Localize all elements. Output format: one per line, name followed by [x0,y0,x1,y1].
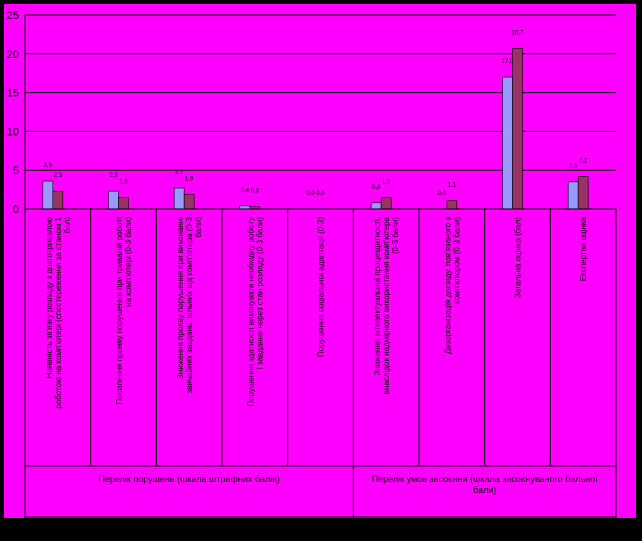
category-label: комп'ютером (0-3 бали) [452,217,461,304]
bar-series-1 [173,187,185,210]
bar-series-2 [118,197,129,210]
category-label-group: Порушення здатності виконувати необхідну… [246,217,264,407]
bar-series-2 [446,200,458,210]
category-label-group: Наявність зв'язку розладу з довготривало… [45,216,72,408]
data-label: 3,5 [569,164,578,170]
data-label: 17,0 [502,59,514,65]
category-label: Порушення соціальної адаптації (0-3) [317,217,326,357]
data-label: 2,3 [54,173,63,179]
data-label: 20,7 [512,30,524,36]
data-label: 0,0 [438,191,447,197]
category-label: Посилення прояву порушення при тривалій … [115,217,124,405]
plot-area [4,4,636,518]
data-label: 1,5 [382,179,391,185]
y-tick-label: 15 [7,88,19,100]
bar-series-1 [370,202,382,210]
data-label: 3,6 [44,163,53,169]
category-label-group: Зниження інтелектуальної працездатності,… [373,216,400,394]
data-label: 0,3 [251,189,260,195]
data-label: 0,8 [372,185,381,191]
category-label: Експертна оцінка [579,216,588,281]
data-label: 2,3 [109,173,118,179]
category-label: роботою на комп'ютері (спостереження за … [54,216,63,408]
data-label: 0,0 [306,191,315,197]
group-label: Перелік порушень (шкала штрафних балів) [98,474,279,484]
bar-series-2 [183,193,195,210]
category-label-group: Дезорганізація досвіду, пов'язаного з ком… [443,217,461,354]
category-label: і завдання через стан розладу (0-3 бали) [255,217,264,370]
category-label: внаслідок надмірного використання комп'ю… [382,216,391,394]
y-tick-label: 5 [13,165,19,177]
bar-series-2 [512,48,523,210]
category-label: Загальна оцінка (бал) [514,217,523,298]
y-tick-label: 0 [13,204,19,216]
category-label: на комп'ютері (0-3 бали) [124,217,133,307]
category-label-group: Загальна оцінка (бал) [514,217,523,298]
data-label: 1,1 [448,182,457,188]
bar-series-1 [502,76,513,210]
y-tick-label: 25 [7,10,19,22]
data-label: 1,9 [185,176,194,182]
group-label: бали) [473,485,496,495]
bar-series-2 [577,176,589,210]
bar-series-2 [52,190,64,210]
category-label: бал) [63,217,72,234]
category-label: Зниження інтелектуальної працездатності, [373,217,382,375]
y-tick-label: 20 [7,49,19,61]
data-label: 0,0 [316,191,325,197]
bar-series-1 [108,190,119,210]
bar-series-2 [380,197,392,210]
group-label: Перелік умов засоєння (шкала засоєнувано… [372,474,598,484]
category-label: Наявність зв'язку розладу з довготривало… [45,217,54,378]
category-label-group: Зниження прояву порушення при виконанні з… [176,216,203,393]
category-label: Зниження прояву порушення при виконанні [176,217,185,379]
category-label-group: Порушення соціальної адаптації (0-3) [317,217,326,357]
data-label: 0,4 [241,188,250,194]
data-label: 2,7 [175,170,184,176]
category-label: Дезорганізація досвіду, пов'язаного з [443,217,452,354]
bar-series-1 [567,181,579,210]
data-label: 4,2 [579,158,588,164]
y-tick-label: 10 [7,126,19,138]
data-label: 1,5 [119,179,128,185]
category-label-group: Експертна оцінка [579,216,588,281]
category-label-group: Посилення прояву порушення при тривалій … [115,217,133,405]
category-label: (0-3 бали) [391,217,400,254]
bar-series-1 [42,180,54,210]
category-label: Порушення здатності виконувати необхідну… [246,217,255,407]
category-label: бали) [194,217,203,238]
category-label: звичайних завдань, вільних від комп'ютер… [185,216,194,393]
